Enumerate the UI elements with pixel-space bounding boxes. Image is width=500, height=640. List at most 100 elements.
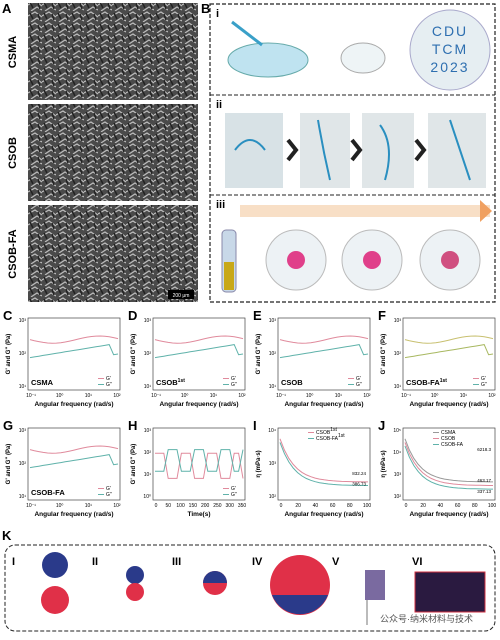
sample-label-name: CSOB-FA <box>31 488 65 497</box>
dish <box>340 42 386 74</box>
legend-entry: CSOB <box>441 436 456 442</box>
y-tick-label: 10² <box>394 351 402 357</box>
x-tick-label: 10⁰ <box>181 393 189 399</box>
y-tick-label: 10⁵ <box>393 428 401 434</box>
y-tick-label: 10³ <box>269 461 277 467</box>
x-tick-label: 20 <box>420 503 426 509</box>
curve <box>279 344 369 359</box>
x-tick-label: 100 <box>363 503 372 509</box>
x-tick-label: 10⁻¹ <box>151 393 161 399</box>
x-tick-label: 10² <box>113 503 121 509</box>
x-tick-label: 10⁻¹ <box>26 503 36 509</box>
y-tick-label: 10² <box>19 461 27 467</box>
x-tick-label: 150 <box>189 503 198 509</box>
y-tick-label: 10³ <box>19 318 27 324</box>
panel-label: B <box>201 1 210 16</box>
x-tick-label: 10¹ <box>85 503 93 509</box>
sample-label-name: CSOB <box>281 378 303 387</box>
x-tick-label: 40 <box>438 503 444 509</box>
panel-label: I <box>253 418 257 433</box>
annotation: 463.17 <box>477 478 491 483</box>
annotation: 6218.3 <box>477 447 491 452</box>
annotation: 832.24 <box>352 471 366 476</box>
hydrogel-steps: I II III IV V VI <box>12 552 486 625</box>
sample-label: CSOB <box>7 137 19 169</box>
y-tick-label: 10¹ <box>144 472 152 478</box>
x-tick-label: 10² <box>488 393 496 399</box>
x-axis-label: Time(s) <box>188 511 211 518</box>
y-tick-label: 10⁴ <box>393 450 401 456</box>
y-tick-label: 10⁰ <box>143 494 151 500</box>
panel-label: K <box>2 528 12 543</box>
x-tick-label: 350 <box>238 503 247 509</box>
x-tick-label: 250 <box>213 503 222 509</box>
sem-image <box>28 205 198 302</box>
panel-frame <box>4 544 496 632</box>
sample-label: CSMA <box>31 378 54 387</box>
x-tick-label: 20 <box>295 503 301 509</box>
y-tick-label: 10² <box>144 450 152 456</box>
x-tick-label: 0 <box>280 503 283 509</box>
scale-bar: 200 μm <box>173 293 190 299</box>
x-axis-label: Angular frequency (rad/s) <box>284 511 363 518</box>
beaker <box>225 113 283 188</box>
x-tick-label: 80 <box>472 503 478 509</box>
syringe <box>231 20 263 47</box>
curve <box>29 344 119 359</box>
y-axis-label: G' and G'' (Pa) <box>6 334 12 375</box>
curve <box>279 442 368 486</box>
x-tick-label: 10² <box>238 393 246 399</box>
x-tick-label: 0 <box>405 503 408 509</box>
x-tick-label: 10¹ <box>460 393 468 399</box>
plot-frame <box>402 427 496 501</box>
hydrogel <box>414 571 486 613</box>
legend-entry: CSOB1st <box>316 427 337 436</box>
curve <box>29 445 119 454</box>
y-axis-label: G' and G'' (Pa) <box>131 334 137 375</box>
sample-label: CSOB <box>281 378 303 387</box>
annotation: 337.13 <box>477 489 491 494</box>
curve <box>29 335 119 344</box>
y-tick-label: 10³ <box>269 318 277 324</box>
scale-bar-bg <box>168 290 194 299</box>
step-label: iii <box>216 199 225 211</box>
y-tick-label: 10³ <box>19 428 27 434</box>
x-axis-label: Angular frequency (rad/s) <box>284 401 363 408</box>
curve <box>155 452 244 479</box>
panel-label: C <box>3 308 13 323</box>
hydrogel <box>365 570 385 600</box>
panel-label: H <box>128 418 137 433</box>
plot-frame <box>277 317 371 391</box>
curve <box>404 344 494 359</box>
y-tick-label: 10¹ <box>394 384 402 390</box>
panel-label: D <box>128 308 137 323</box>
x-axis-label: Angular frequency (rad/s) <box>409 511 488 518</box>
curve <box>404 438 493 483</box>
plot-frame <box>152 427 246 501</box>
sample-label-name: CSMA <box>31 378 54 387</box>
annotation: 386.73 <box>352 482 366 487</box>
y-tick-label: 10⁴ <box>268 428 276 434</box>
legend-entry: G'' <box>231 382 237 388</box>
x-tick-label: 10² <box>363 393 371 399</box>
dish-text: CDU <box>432 23 468 39</box>
sample-label-name: CSOB-FA <box>406 378 440 387</box>
step-label: II <box>92 556 98 568</box>
arrow <box>240 205 490 217</box>
x-tick-label: 10⁻¹ <box>26 393 36 399</box>
x-tick-label: 60 <box>330 503 336 509</box>
y-tick-label: 10² <box>144 351 152 357</box>
dish-text: 2023 <box>430 59 469 75</box>
legend-entry-sup: 1st <box>338 433 345 439</box>
panel-label: E <box>253 308 262 323</box>
x-tick-label: 50 <box>166 503 172 509</box>
step-label: VI <box>412 556 422 568</box>
sample-label-name: CSOB <box>156 378 178 387</box>
x-tick-label: 60 <box>455 503 461 509</box>
y-axis-label: G' and G'' (Pa) <box>6 444 12 485</box>
sem-image <box>28 104 198 201</box>
y-tick-label: 10³ <box>144 318 152 324</box>
beaker <box>428 113 486 188</box>
beaker <box>300 113 350 188</box>
